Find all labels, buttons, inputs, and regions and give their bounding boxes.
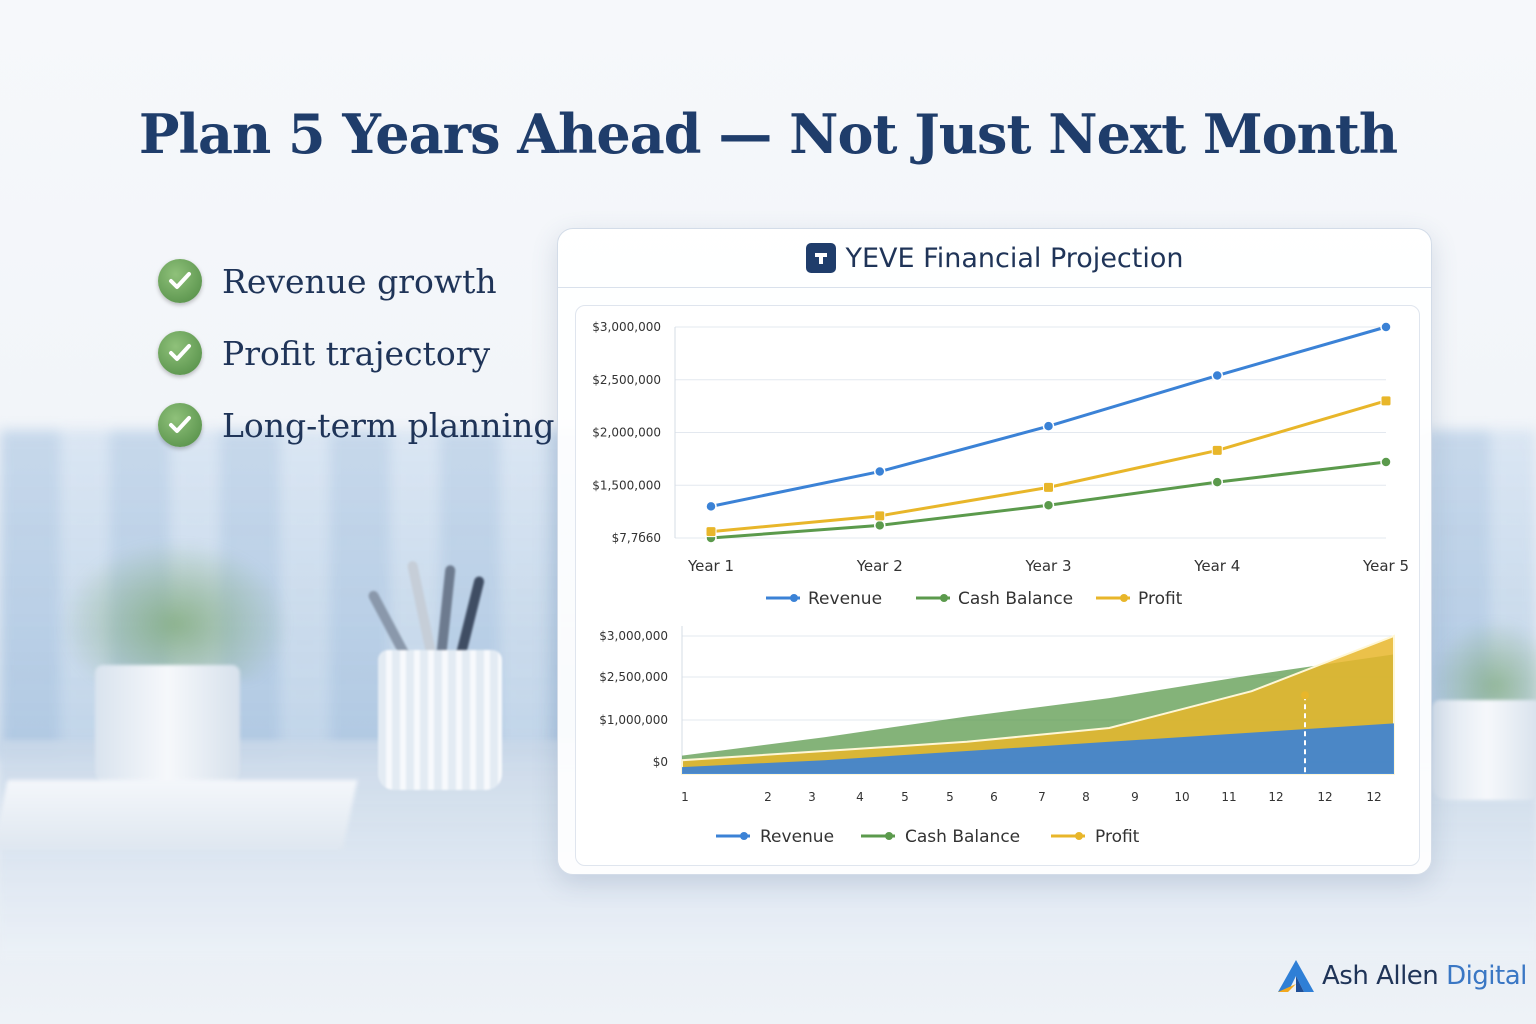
- checklist-label: Profit trajectory: [222, 333, 491, 373]
- x-tick-label: 10: [1174, 790, 1189, 804]
- card-header: YEVE Financial Projection: [558, 229, 1431, 288]
- x-tick-label: 11: [1221, 790, 1236, 804]
- x-tick-label: 12: [1317, 790, 1332, 804]
- data-point: [1042, 420, 1055, 432]
- legend-label: Profit: [1138, 589, 1183, 609]
- chart-panel: $7,7б60 $1,500,000 $2,000,000 $2,500,000 $3,…: [575, 305, 1420, 866]
- pen-cup: [378, 650, 502, 790]
- plant-pot-left: [95, 665, 240, 785]
- x-tick-label: 5: [901, 790, 909, 804]
- x-tick-label: 3: [808, 790, 816, 804]
- series-area-revenue: [682, 723, 1394, 774]
- x-tick-label: 4: [856, 790, 864, 804]
- card-title: YEVE Financial Projection: [845, 242, 1184, 274]
- data-point: [1380, 456, 1392, 468]
- x-tick-label: 8: [1082, 790, 1090, 804]
- triangle-logo-icon: [1278, 960, 1314, 992]
- checklist-item: Revenue growth: [158, 245, 554, 317]
- brand: Ash Allen Digital: [1276, 958, 1527, 994]
- x-tick-label: 2: [764, 790, 772, 804]
- legend-marker: [1120, 594, 1128, 602]
- data-point: [1042, 499, 1055, 512]
- checklist-label: Revenue growth: [222, 261, 497, 301]
- data-point: [705, 526, 717, 538]
- legend-marker: [790, 594, 798, 602]
- legend-label: Cash Balance: [905, 827, 1020, 847]
- x-tick-label: Year 3: [1024, 557, 1071, 575]
- yeve-logo-icon: [805, 243, 836, 273]
- plant-pot-right: [1432, 700, 1536, 800]
- y-tick-label: $1,000,000: [599, 713, 668, 727]
- y-tick-label: $0: [653, 755, 668, 769]
- x-tick-label: Year 2: [856, 557, 903, 575]
- checklist-label: Long-term planning: [222, 405, 555, 445]
- plant-left: [60, 540, 290, 680]
- data-point: [1211, 476, 1223, 488]
- x-tick-label: 7: [1038, 790, 1046, 804]
- y-tick-label: $2,000,000: [592, 426, 661, 440]
- checklist-item: Long-term planning: [158, 389, 554, 461]
- highlight-point: [1301, 691, 1309, 700]
- y-tick-label: $3,000,000: [599, 629, 668, 643]
- x-tick-label: Year 5: [1362, 557, 1409, 575]
- data-point: [874, 465, 886, 478]
- data-point: [705, 500, 717, 513]
- legend-label: Revenue: [760, 827, 834, 847]
- y-tick-label: $2,500,000: [592, 373, 661, 387]
- series-line-revenue: [710, 325, 1387, 508]
- checklist: Revenue growth Profit trajectory Long-te…: [158, 245, 554, 461]
- data-point: [1043, 481, 1054, 493]
- legend-label: Revenue: [808, 589, 882, 609]
- check-circle-icon: [158, 403, 202, 447]
- y-tick-label: $2,500,000: [599, 670, 668, 684]
- legend-marker: [1075, 832, 1083, 840]
- brand-name: Ash Allen: [1322, 961, 1439, 991]
- legend-marker: [940, 594, 948, 602]
- legend-label: Profit: [1095, 827, 1140, 847]
- data-point: [1211, 444, 1223, 456]
- data-point: [1211, 369, 1223, 382]
- x-tick-label: Year 4: [1193, 557, 1240, 575]
- check-circle-icon: [158, 331, 202, 375]
- charts-svg: $7,7б60 $1,500,000 $2,000,000 $2,500,000 $3,…: [592, 320, 1409, 847]
- y-tick-label: $7,7б60: [612, 531, 661, 545]
- data-point: [1380, 395, 1392, 407]
- legend-marker: [885, 832, 893, 840]
- check-circle-icon: [158, 259, 202, 303]
- legend-label: Cash Balance: [958, 589, 1073, 609]
- headline: Plan 5 Years Ahead — Not Just Next Month: [138, 102, 1398, 166]
- x-tick-label: 6: [990, 790, 998, 804]
- desk-papers: [0, 780, 358, 850]
- y-tick-label: $1,500,000: [592, 478, 661, 492]
- legend-marker: [740, 832, 748, 840]
- x-tick-label: 12: [1366, 790, 1381, 804]
- y-tick-label: $3,000,000: [592, 320, 661, 334]
- x-tick-label: 5: [946, 790, 954, 804]
- x-tick-label: Year 1: [687, 557, 734, 575]
- checklist-item: Profit trajectory: [158, 317, 554, 389]
- x-tick-label: 12: [1268, 790, 1283, 804]
- data-point: [874, 519, 886, 532]
- brand-suffix: Digital: [1446, 961, 1527, 991]
- data-point: [874, 510, 886, 522]
- projection-card: YEVE Financial Projection $7,7б60 $1,500,…: [557, 228, 1432, 875]
- x-tick-label: 9: [1131, 790, 1139, 804]
- x-tick-label: 1: [681, 790, 689, 804]
- data-point: [1380, 321, 1392, 333]
